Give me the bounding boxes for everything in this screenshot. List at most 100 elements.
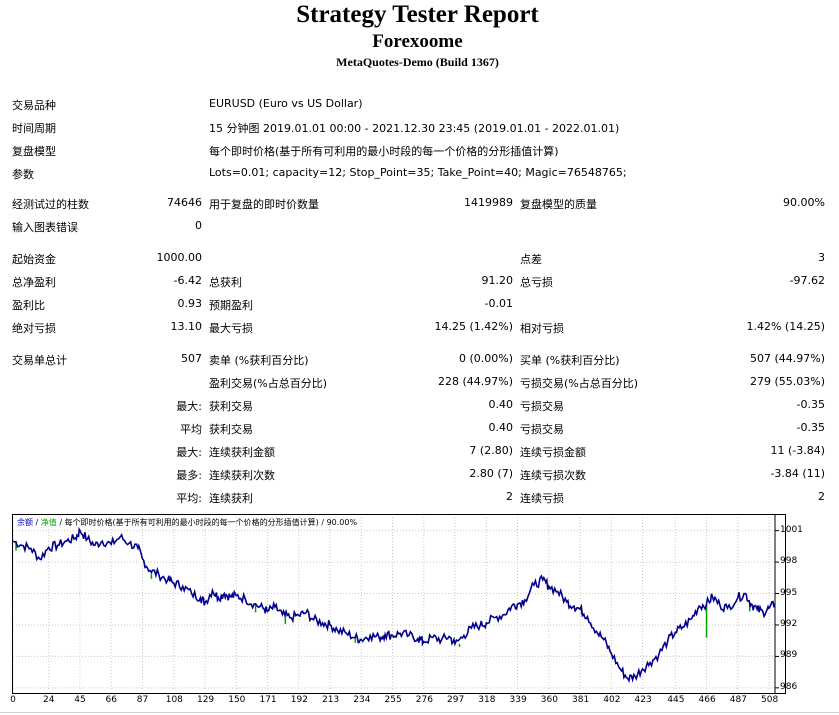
x-tick-label: 402 bbox=[603, 695, 621, 705]
caption-rest: / 每个即时价格(基于所有可利用的最小时段的每一个价格的分形插值计算) / 90… bbox=[56, 518, 358, 527]
x-tick-label: 466 bbox=[698, 695, 716, 705]
page-bottom-divider bbox=[0, 712, 839, 713]
stat-value: 90.00% bbox=[783, 196, 825, 209]
stat-value: 0.40 bbox=[488, 398, 514, 411]
caption-sep: / bbox=[33, 518, 41, 527]
y-tick-label: 1001 bbox=[780, 524, 803, 535]
info-value: EURUSD (Euro vs US Dollar) bbox=[209, 97, 363, 110]
stat-value: -0.35 bbox=[796, 398, 825, 411]
stat-value: 3 bbox=[818, 251, 825, 264]
stat-value: -0.35 bbox=[796, 421, 825, 434]
stat-prefix: 最大: bbox=[176, 446, 202, 459]
x-tick-label: 108 bbox=[165, 695, 183, 705]
x-tick-label: 297 bbox=[447, 695, 465, 705]
stat-value: 0 bbox=[195, 219, 202, 232]
x-tick-label: 445 bbox=[667, 695, 685, 705]
stat-label: 获利交易 bbox=[209, 400, 253, 413]
stat-label: 总净盈利 bbox=[12, 276, 56, 289]
stats-row-winloss: 盈利交易(%占总百分比) 228 (44.97%) 亏损交易(%占总百分比) 2… bbox=[0, 372, 839, 392]
stats-row-drawdown: 绝对亏损 13.10 最大亏损 14.25 (1.42%) 相对亏损 1.42%… bbox=[0, 317, 839, 337]
x-tick-label: 360 bbox=[540, 695, 558, 705]
x-tick-label: 45 bbox=[74, 695, 86, 705]
info-row-model: 复盘模型 每个即时价格(基于所有可利用的最小时段的每一个价格的分形插值计算) bbox=[0, 140, 839, 160]
stat-label: 连续亏损 bbox=[520, 492, 564, 505]
x-tick-label: 150 bbox=[228, 695, 246, 705]
stat-value: 1419989 bbox=[464, 196, 513, 209]
stat-value: -3.84 (11) bbox=[770, 467, 825, 480]
stat-value: 2 bbox=[506, 490, 513, 503]
info-row-parameters: 参数 Lots=0.01; capacity=12; Stop_Point=35… bbox=[0, 163, 839, 183]
stat-label: 连续亏损次数 bbox=[520, 469, 586, 482]
stats-row-deposit: 起始资金 1000.00 点差 3 bbox=[0, 248, 839, 268]
y-tick-label: 986 bbox=[780, 681, 798, 692]
stat-value: 11 (-3.84) bbox=[770, 444, 825, 457]
y-tick-label: 992 bbox=[780, 618, 798, 629]
stat-value: 74646 bbox=[167, 196, 202, 209]
stats-row-factor: 盈利比 0.93 预期盈利 -0.01 bbox=[0, 294, 839, 314]
stat-value: -97.62 bbox=[789, 274, 825, 287]
x-tick-label: 423 bbox=[634, 695, 652, 705]
stat-prefix: 平均: bbox=[176, 492, 202, 505]
stat-value: 1000.00 bbox=[156, 251, 203, 264]
stat-value: -0.01 bbox=[484, 297, 513, 310]
report-title: Strategy Tester Report bbox=[296, 1, 539, 28]
stat-label: 亏损交易 bbox=[520, 400, 564, 413]
stats-row-consecutive-amount: 最大: 连续获利金额 7 (2.80) 连续亏损金额 11 (-3.84) bbox=[0, 441, 839, 461]
x-tick-label: 381 bbox=[572, 695, 590, 705]
stat-label: 连续获利次数 bbox=[209, 469, 275, 482]
stat-label: 连续获利金额 bbox=[209, 446, 275, 459]
stat-value: 7 (2.80) bbox=[469, 444, 513, 457]
caption-equity: 净值 bbox=[40, 518, 57, 527]
stat-value: 2 bbox=[818, 490, 825, 503]
stat-value: 507 (44.97%) bbox=[749, 352, 825, 365]
stat-prefix: 平均 bbox=[180, 423, 202, 436]
stat-value: 1.42% (14.25) bbox=[746, 320, 825, 333]
stat-label: 总亏损 bbox=[520, 276, 553, 289]
stat-label: 起始资金 bbox=[12, 253, 56, 266]
stat-value: 228 (44.97%) bbox=[437, 375, 513, 388]
info-value: 15 分钟图 2019.01.01 00:00 - 2021.12.30 23:… bbox=[209, 122, 620, 135]
stat-label: 盈利比 bbox=[12, 299, 45, 312]
x-tick-label: 66 bbox=[105, 695, 117, 705]
stats-row-consecutive-count: 最多: 连续获利次数 2.80 (7) 连续亏损次数 -3.84 (11) bbox=[0, 464, 839, 484]
stat-value: 13.10 bbox=[170, 320, 203, 333]
stat-label: 复盘模型的质量 bbox=[520, 198, 597, 211]
x-tick-label: 234 bbox=[353, 695, 371, 705]
info-label: 参数 bbox=[12, 168, 34, 181]
stats-row-errors: 输入图表错误 0 bbox=[0, 216, 839, 236]
info-label: 时间周期 bbox=[12, 122, 56, 135]
stat-label: 相对亏损 bbox=[520, 322, 564, 335]
server-build: MetaQuotes-Demo (Build 1367) bbox=[336, 55, 499, 69]
stats-row-bars: 经测试过的柱数 74646 用于复盘的即时价数量 1419989 复盘模型的质量… bbox=[0, 193, 839, 213]
info-value: Lots=0.01; capacity=12; Stop_Point=35; T… bbox=[209, 166, 627, 179]
chart-caption: 余额 / 净值 / 每个即时价格(基于所有可利用的最小时段的每一个价格的分形插值… bbox=[17, 517, 357, 528]
stat-value: 0.40 bbox=[488, 421, 514, 434]
stat-label: 买单 (%获利百分比) bbox=[520, 354, 620, 367]
y-tick-label: 998 bbox=[780, 556, 798, 567]
x-tick-label: 276 bbox=[415, 695, 433, 705]
stat-value: 2.80 (7) bbox=[469, 467, 513, 480]
expert-name: Forexoome bbox=[372, 31, 463, 52]
stat-value: 279 (55.03%) bbox=[749, 375, 825, 388]
balance-line bbox=[13, 526, 776, 684]
stat-value: 507 bbox=[181, 352, 202, 365]
stat-label: 亏损交易(%占总百分比) bbox=[520, 377, 639, 390]
stat-label: 交易单总计 bbox=[12, 354, 67, 367]
x-tick-label: 0 bbox=[10, 695, 16, 705]
stat-label: 连续获利 bbox=[209, 492, 253, 505]
stat-prefix: 最大: bbox=[176, 400, 202, 413]
info-label: 交易品种 bbox=[12, 99, 56, 112]
info-value: 每个即时价格(基于所有可利用的最小时段的每一个价格的分形插值计算) bbox=[209, 145, 559, 158]
info-label: 复盘模型 bbox=[12, 145, 56, 158]
stat-label: 输入图表错误 bbox=[12, 221, 78, 234]
stat-label: 经测试过的柱数 bbox=[12, 198, 89, 211]
stat-value: 91.20 bbox=[481, 274, 514, 287]
stat-label: 卖单 (%获利百分比) bbox=[209, 354, 309, 367]
info-row-period: 时间周期 15 分钟图 2019.01.01 00:00 - 2021.12.3… bbox=[0, 117, 839, 137]
x-tick-label: 129 bbox=[196, 695, 215, 705]
x-tick-label: 339 bbox=[509, 695, 527, 705]
stats-row-average: 平均 获利交易 0.40 亏损交易 -0.35 bbox=[0, 418, 839, 438]
y-tick-label: 989 bbox=[780, 650, 798, 661]
stat-value: 14.25 (1.42%) bbox=[434, 320, 513, 333]
x-tick-label: 255 bbox=[384, 695, 402, 705]
